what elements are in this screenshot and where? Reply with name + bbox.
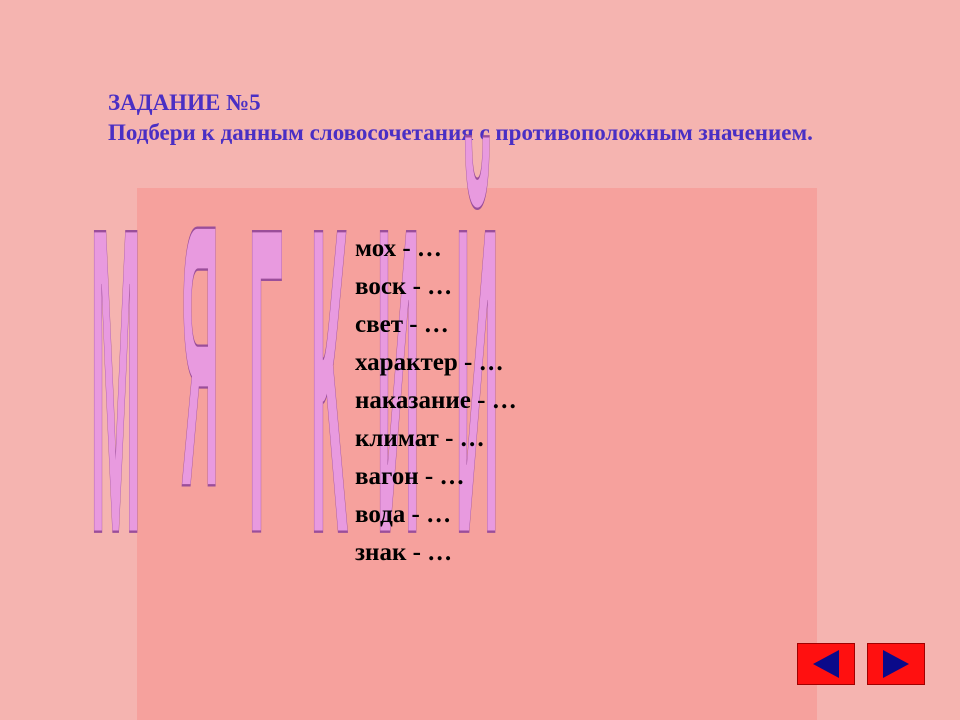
list-item: наказание - … <box>355 382 517 420</box>
triangle-right-icon <box>883 650 909 678</box>
list-item: характер - … <box>355 344 517 382</box>
title-line1: ЗАДАНИЕ №5 <box>108 88 888 118</box>
list-item: вагон - … <box>355 458 517 496</box>
prev-button[interactable] <box>797 643 855 685</box>
triangle-left-icon <box>813 650 839 678</box>
list-item: воск - … <box>355 268 517 306</box>
word-list: мох - … воск - … свет - … характер - … н… <box>355 230 517 572</box>
list-item: вода - … <box>355 496 517 534</box>
list-item: знак - … <box>355 534 517 572</box>
next-button[interactable] <box>867 643 925 685</box>
list-item: климат - … <box>355 420 517 458</box>
nav-buttons <box>797 643 925 685</box>
list-item: мох - … <box>355 230 517 268</box>
list-item: свет - … <box>355 306 517 344</box>
